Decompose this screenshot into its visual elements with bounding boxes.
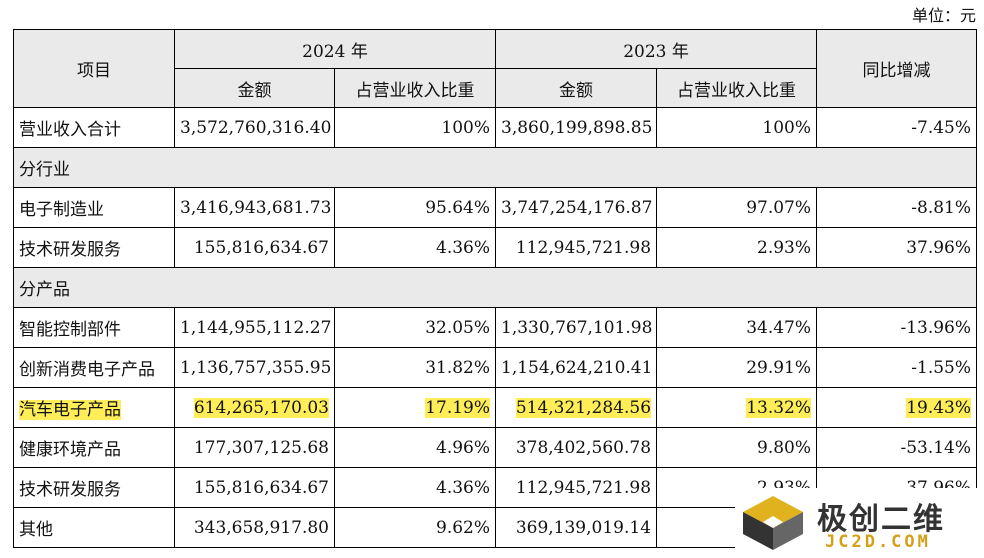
table-header: 项目 2024 年 2023 年 同比增减 金额 占营业收入比重 金额 占营业收… bbox=[13, 29, 978, 108]
highlighted-text: 17.19% bbox=[425, 397, 491, 418]
header-yoy: 同比增减 bbox=[816, 29, 978, 108]
share-2023: 100% bbox=[656, 107, 818, 148]
yoy-change: -13.96% bbox=[816, 307, 978, 348]
header-year-2024: 2024 年 bbox=[173, 29, 497, 69]
share-2024: 95.64% bbox=[333, 187, 497, 228]
section-label: 分行业 bbox=[12, 147, 978, 188]
product-row: 技术研发服务 155,816,634.67 4.36% 112,945,721.… bbox=[13, 467, 978, 508]
amount-2024: 155,816,634.67 bbox=[174, 227, 335, 268]
highlighted-text: 19.43% bbox=[906, 397, 972, 418]
row-label: 电子制造业 bbox=[13, 187, 175, 228]
yoy-change: 37.96% bbox=[816, 227, 978, 268]
cube-logo-icon bbox=[743, 496, 803, 550]
amount-2024: 3,572,760,316.40 bbox=[174, 107, 335, 148]
table-body: 营业收入合计 3,572,760,316.40 100% 3,860,199,8… bbox=[12, 107, 978, 548]
highlighted-text: 13.32% bbox=[746, 397, 812, 418]
product-row: 创新消费电子产品 1,136,757,355.95 31.82% 1,154,6… bbox=[13, 347, 978, 388]
yoy-change: -7.45% bbox=[816, 107, 978, 148]
amount-2023: 378,402,560.78 bbox=[495, 427, 658, 468]
share-2024: 31.82% bbox=[333, 347, 497, 388]
section-label: 分产品 bbox=[12, 267, 978, 308]
amount-2023: 369,139,019.14 bbox=[495, 507, 658, 548]
header-amount-2024: 金额 bbox=[174, 68, 335, 108]
amount-2023: 3,860,199,898.85 bbox=[495, 107, 658, 148]
product-row: 健康环境产品 177,307,125.68 4.96% 378,402,560.… bbox=[13, 427, 978, 468]
amount-2023: 1,330,767,101.98 bbox=[495, 307, 658, 348]
header-amount-2023: 金额 bbox=[495, 68, 658, 108]
row-label: 其他 bbox=[13, 507, 175, 548]
section-row-product: 分产品 bbox=[12, 267, 978, 308]
header-item: 项目 bbox=[13, 29, 175, 108]
row-label: 汽车电子产品 bbox=[13, 387, 175, 428]
share-2023: 29.91% bbox=[656, 347, 818, 388]
section-row-industry: 分行业 bbox=[12, 147, 978, 188]
share-2024: 17.19% bbox=[333, 387, 497, 428]
share-2023: 34.47% bbox=[656, 307, 818, 348]
yoy-change: -53.14% bbox=[816, 427, 978, 468]
watermark: 极创二维 JC2D.COM bbox=[735, 488, 980, 556]
yoy-change: -8.81% bbox=[816, 187, 978, 228]
row-label: 技术研发服务 bbox=[13, 467, 175, 508]
row-label: 创新消费电子产品 bbox=[13, 347, 175, 388]
amount-2024: 177,307,125.68 bbox=[174, 427, 335, 468]
share-2023: 13.32% bbox=[656, 387, 818, 428]
row-label: 营业收入合计 bbox=[13, 107, 175, 148]
yoy-change: -1.55% bbox=[816, 347, 978, 388]
highlighted-text: 614,265,170.03 bbox=[193, 397, 329, 418]
share-2024: 4.36% bbox=[333, 467, 497, 508]
share-2023: 2.93% bbox=[656, 227, 818, 268]
share-2024: 4.96% bbox=[333, 427, 497, 468]
amount-2023: 3,747,254,176.87 bbox=[495, 187, 658, 228]
industry-row: 技术研发服务 155,816,634.67 4.36% 112,945,721.… bbox=[13, 227, 978, 268]
total-row: 营业收入合计 3,572,760,316.40 100% 3,860,199,8… bbox=[13, 107, 978, 148]
amount-2024: 3,416,943,681.73 bbox=[174, 187, 335, 228]
yoy-change: 19.43% bbox=[816, 387, 978, 428]
amount-2023: 1,154,624,210.41 bbox=[495, 347, 658, 388]
share-2023: 97.07% bbox=[656, 187, 818, 228]
product-row-highlighted: 汽车电子产品 614,265,170.03 17.19% 514,321,284… bbox=[13, 387, 978, 428]
share-2024: 100% bbox=[333, 107, 497, 148]
amount-2024: 1,136,757,355.95 bbox=[174, 347, 335, 388]
amount-2024: 614,265,170.03 bbox=[174, 387, 335, 428]
product-row: 智能控制部件 1,144,955,112.27 32.05% 1,330,767… bbox=[13, 307, 978, 348]
row-label: 技术研发服务 bbox=[13, 227, 175, 268]
share-2024: 9.62% bbox=[333, 507, 497, 548]
highlighted-text: 514,321,284.56 bbox=[515, 397, 652, 418]
amount-2024: 1,144,955,112.27 bbox=[174, 307, 335, 348]
header-share-2023: 占营业收入比重 bbox=[656, 68, 818, 108]
amount-2024: 155,816,634.67 bbox=[174, 467, 335, 508]
row-label: 健康环境产品 bbox=[13, 427, 175, 468]
amount-2023: 112,945,721.98 bbox=[495, 467, 658, 508]
amount-2023: 112,945,721.98 bbox=[495, 227, 658, 268]
header-share-2024: 占营业收入比重 bbox=[333, 68, 497, 108]
revenue-table: 项目 2024 年 2023 年 同比增减 金额 占营业收入比重 金额 占营业收… bbox=[12, 29, 978, 548]
watermark-brand: 极创二维 bbox=[817, 502, 945, 537]
amount-2024: 343,658,917.80 bbox=[174, 507, 335, 548]
watermark-url: JC2D.COM bbox=[825, 532, 931, 552]
highlighted-text: 汽车电子产品 bbox=[19, 400, 121, 420]
share-2024: 4.36% bbox=[333, 227, 497, 268]
industry-row: 电子制造业 3,416,943,681.73 95.64% 3,747,254,… bbox=[13, 187, 978, 228]
unit-label: 单位：元 bbox=[911, 6, 976, 25]
row-label: 智能控制部件 bbox=[13, 307, 175, 348]
share-2023: 9.80% bbox=[656, 427, 818, 468]
amount-2023: 514,321,284.56 bbox=[495, 387, 658, 428]
share-2024: 32.05% bbox=[333, 307, 497, 348]
header-year-2023: 2023 年 bbox=[495, 29, 818, 69]
